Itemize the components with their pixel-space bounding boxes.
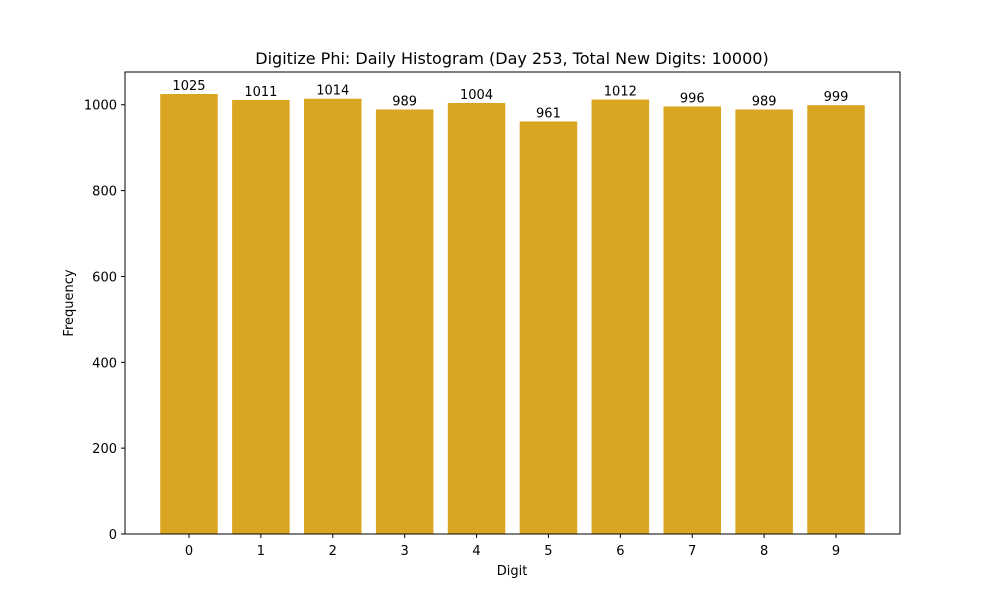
x-tick-label: 8 [760, 544, 768, 559]
data-label: 1025 [172, 79, 205, 94]
bar [160, 94, 218, 534]
data-label: 996 [680, 91, 705, 106]
y-tick-label: 200 [92, 442, 117, 457]
plot-frame [124, 71, 901, 535]
data-label: 1011 [244, 85, 277, 100]
bar [375, 109, 434, 534]
y-tick-label: 400 [92, 356, 117, 371]
x-tick-label: 2 [329, 544, 337, 559]
y-tick-label: 1000 [84, 99, 117, 114]
bar [519, 121, 578, 534]
data-label: 961 [536, 106, 561, 121]
bar [663, 106, 721, 534]
data-label: 1004 [460, 88, 493, 103]
y-tick-label: 600 [92, 270, 117, 285]
chart-title: Digitize Phi: Daily Histogram (Day 253, … [255, 49, 768, 68]
data-label: 989 [752, 94, 777, 109]
x-tick-label: 7 [688, 544, 696, 559]
x-tick-label: 1 [257, 544, 265, 559]
x-tick-label: 4 [472, 544, 480, 559]
bar [304, 98, 362, 534]
bar [447, 103, 506, 534]
x-tick-label: 5 [544, 544, 552, 559]
y-tick-label: 0 [109, 528, 117, 543]
y-axis-label: Frequency [62, 269, 77, 336]
data-label: 1012 [604, 85, 637, 100]
bar [591, 99, 650, 534]
bar [735, 109, 793, 534]
data-label: 989 [392, 94, 417, 109]
x-tick-label: 0 [185, 544, 193, 559]
x-tick-label: 6 [616, 544, 624, 559]
bar [807, 105, 865, 534]
data-label: 999 [824, 90, 849, 105]
x-tick-label: 3 [401, 544, 409, 559]
x-axis-label: Digit [497, 564, 528, 579]
data-label: 1014 [316, 84, 349, 99]
bar [232, 100, 290, 534]
y-tick-label: 800 [92, 185, 117, 200]
x-tick-label: 9 [832, 544, 840, 559]
